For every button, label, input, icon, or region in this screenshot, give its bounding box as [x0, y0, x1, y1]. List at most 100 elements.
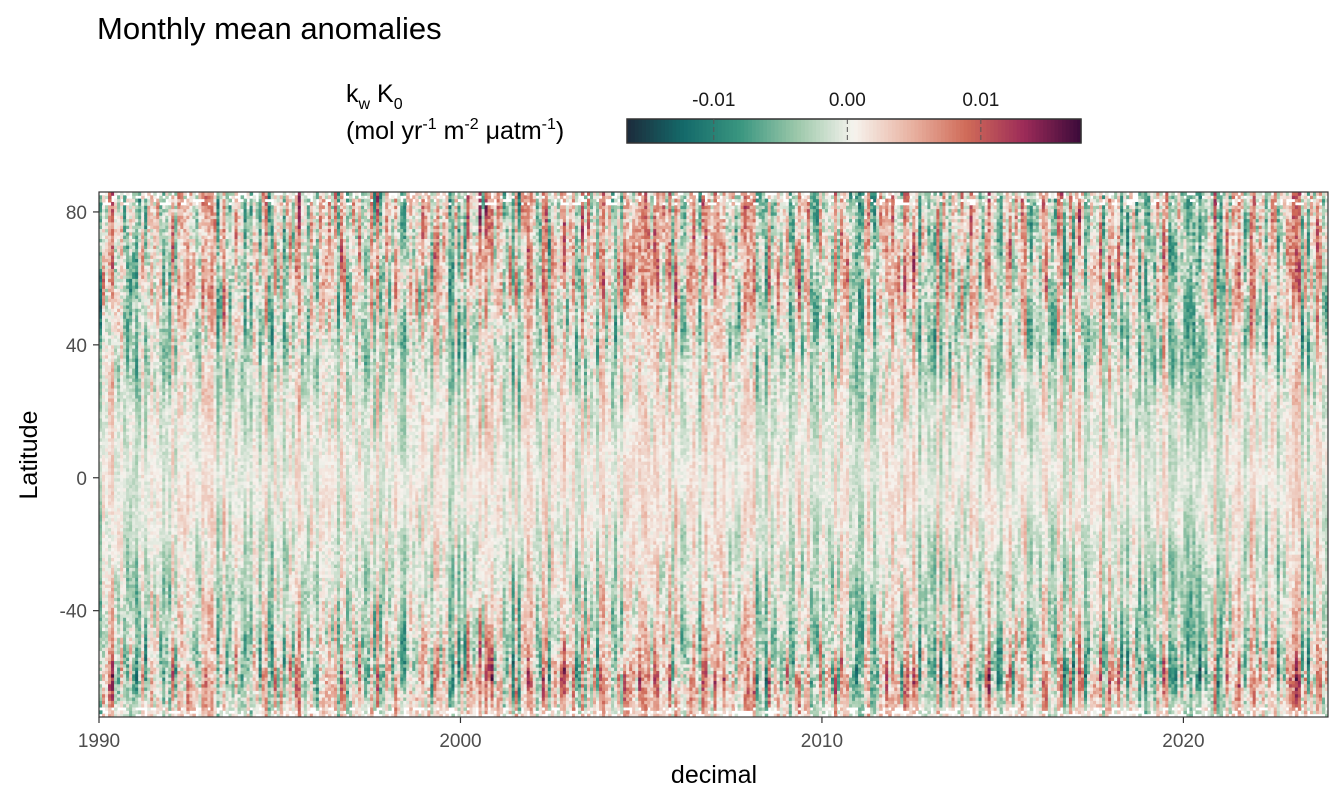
heatmap-cell [105, 445, 109, 449]
heatmap-cell [102, 644, 106, 648]
colorbar-segment [1070, 119, 1074, 143]
heatmap-cell [111, 438, 115, 442]
heatmap-cell [105, 641, 109, 645]
heatmap-cell [105, 554, 109, 558]
colorbar-segment [1028, 119, 1032, 143]
heatmap-cell [102, 225, 106, 229]
colorbar-segment [854, 119, 858, 143]
heatmap-cell [105, 661, 109, 665]
heatmap-cell [111, 351, 115, 355]
heatmap-cell [111, 551, 115, 555]
heatmap-cell [108, 621, 112, 625]
colorbar-segment [767, 119, 771, 143]
colorbar-segment [669, 119, 673, 143]
heatmap-cell [108, 551, 112, 555]
heatmap-cell [111, 494, 115, 498]
heatmap-cell [105, 225, 109, 229]
heatmap-cell [105, 451, 109, 455]
heatmap-cell [111, 342, 115, 346]
heatmap-cell [111, 448, 115, 452]
heatmap-cell [108, 534, 112, 538]
heatmap-cell [108, 255, 112, 259]
heatmap-cell [108, 348, 112, 352]
heatmap-cell [105, 511, 109, 515]
colorbar-segment [653, 119, 657, 143]
heatmap-cell [105, 528, 109, 532]
heatmap-cell [111, 361, 115, 365]
heatmap-cell [105, 255, 109, 259]
heatmap-cell [105, 654, 109, 658]
heatmap-cell [111, 561, 115, 565]
heatmap-cell [105, 278, 109, 282]
colorbar-segment [657, 119, 661, 143]
heatmap-cell [102, 461, 106, 465]
heatmap-cell [102, 564, 106, 568]
heatmap-cell [105, 548, 109, 552]
heatmap-cell [111, 601, 115, 605]
heatmap-cell [111, 471, 115, 475]
colorbar-segment [744, 119, 748, 143]
heatmap-cell [102, 571, 106, 575]
heatmap-cell [102, 328, 106, 332]
heatmap-cell [105, 491, 109, 495]
heatmap-cell [105, 474, 109, 478]
heatmap-cell [102, 325, 106, 329]
heatmap-cell [102, 538, 106, 542]
colorbar-segment [812, 119, 816, 143]
heatmap-cell [108, 235, 112, 239]
heatmap-cell [108, 654, 112, 658]
heatmap-cell [111, 391, 115, 395]
heatmap-cell [102, 418, 106, 422]
colorbar-segment [820, 119, 824, 143]
heatmap-cell [102, 298, 106, 302]
colorbar-segment [638, 119, 642, 143]
heatmap-cell [105, 315, 109, 319]
heatmap-cell [105, 378, 109, 382]
heatmap-cell [102, 278, 106, 282]
heatmap-cell [108, 581, 112, 585]
heatmap-cell [111, 461, 115, 465]
heatmap-cell [102, 597, 106, 601]
heatmap-cell [108, 554, 112, 558]
colorbar-segment [688, 119, 692, 143]
heatmap-cell [102, 368, 106, 372]
heatmap-cell [108, 474, 112, 478]
heatmap-cell [105, 318, 109, 322]
heatmap-cell [111, 428, 115, 432]
heatmap-cell [105, 584, 109, 588]
heatmap-cell [111, 481, 115, 485]
heatmap-cell [108, 584, 112, 588]
heatmap-cell [111, 538, 115, 542]
heatmap-cell [108, 209, 112, 213]
heatmap-cell [108, 438, 112, 442]
heatmap-cell [102, 232, 106, 236]
heatmap-cell [108, 222, 112, 226]
heatmap-cell [108, 561, 112, 565]
heatmap-cell [105, 488, 109, 492]
heatmap-cell [105, 302, 109, 306]
heatmap-cell [102, 481, 106, 485]
heatmap-cell [102, 388, 106, 392]
heatmap-cell [111, 441, 115, 445]
heatmap-cell [102, 455, 106, 459]
colorbar-segment [994, 119, 998, 143]
heatmap-cell [102, 488, 106, 492]
heatmap-cell [102, 521, 106, 525]
colorbar-segment [918, 119, 922, 143]
heatmap-cell [105, 690, 109, 694]
heatmap-cell [102, 584, 106, 588]
heatmap-cell [111, 365, 115, 369]
heatmap-cell [108, 315, 112, 319]
heatmap-cell [108, 401, 112, 405]
heatmap-cell [111, 664, 115, 668]
heatmap-cell [111, 305, 115, 309]
heatmap-cell [108, 491, 112, 495]
heatmap-cell [108, 368, 112, 372]
heatmap-cell [108, 687, 112, 691]
heatmap-cell [105, 358, 109, 362]
heatmap-cell [108, 657, 112, 661]
heatmap-cell [108, 232, 112, 236]
heatmap-cell [111, 694, 115, 698]
heatmap-cell [102, 438, 106, 442]
heatmap-cell [105, 322, 109, 326]
